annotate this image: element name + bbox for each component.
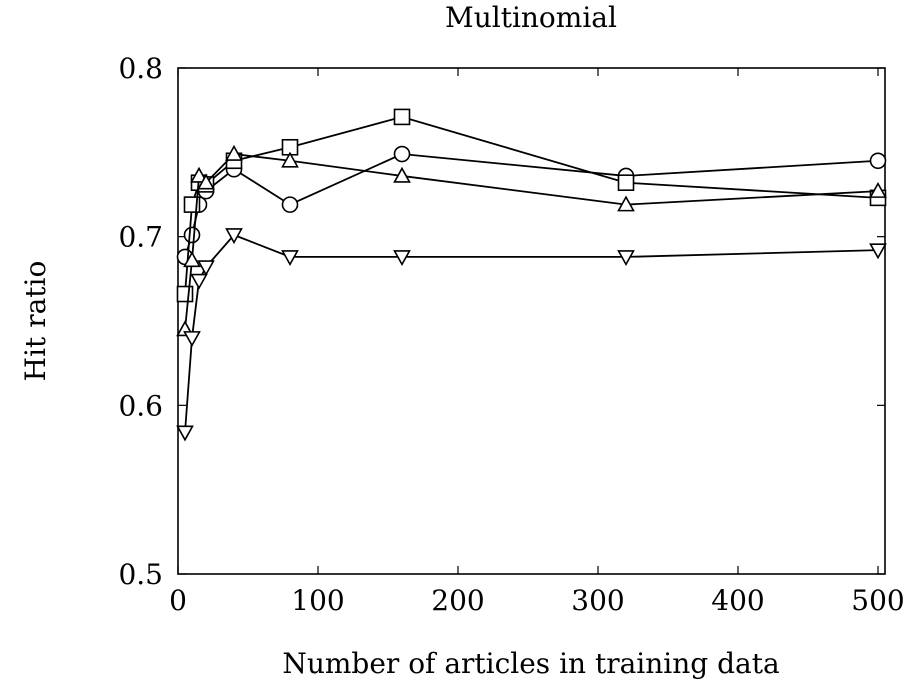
x-tick-label: 400 [711, 584, 764, 617]
series-line-triangle-up [184, 153, 879, 330]
data-point-triangle-down [869, 243, 887, 260]
data-point-circle [183, 226, 201, 244]
data-point-triangle-up [617, 195, 635, 212]
x-axis-label: Number of articles in training data [282, 647, 779, 680]
x-tick-label: 100 [291, 584, 344, 617]
data-point-triangle-up [281, 151, 299, 168]
chart-title: Multinomial [445, 1, 617, 34]
data-point-triangle-down [197, 260, 215, 277]
y-tick-label: 0.7 [118, 221, 163, 254]
series-triangle-up [176, 144, 887, 337]
plot-frame [177, 67, 886, 575]
data-point-triangle-up [869, 181, 887, 198]
data-point-triangle-up [393, 166, 411, 183]
data-point-triangle-up [183, 251, 201, 268]
data-point-triangle-up [190, 166, 208, 183]
y-tick-label: 0.8 [118, 52, 163, 85]
x-tick-label: 500 [851, 584, 904, 617]
data-point-square [617, 174, 635, 191]
y-axis-label: Hit ratio [19, 261, 52, 382]
axis-ticks [177, 67, 885, 575]
data-point-triangle-down [617, 250, 635, 267]
series-triangle-down [176, 228, 887, 442]
data-point-circle [869, 152, 887, 170]
series-line-triangle-down [184, 233, 879, 433]
data-point-square [176, 285, 194, 303]
data-point-triangle-down [225, 228, 243, 245]
y-tick-label: 0.6 [118, 389, 163, 422]
data-point-triangle-down [183, 331, 201, 348]
data-point-square [393, 108, 411, 126]
data-point-triangle-down [281, 250, 299, 267]
x-tick-label: 300 [571, 584, 624, 617]
data-point-circle [393, 145, 411, 163]
data-point-triangle-down [190, 273, 208, 290]
series-layer [176, 108, 887, 442]
data-point-triangle-down [393, 250, 411, 267]
y-tick-label: 0.5 [118, 558, 163, 591]
data-point-triangle-up [225, 144, 243, 161]
x-tick-label: 200 [431, 584, 484, 617]
data-point-triangle-up [197, 173, 215, 190]
x-tick-label: 0 [169, 584, 187, 617]
axis-tick-labels: 0 100 200 300 400 500 0.5 0.6 0.7 0.8 [118, 52, 904, 617]
data-point-circle [281, 196, 299, 213]
data-point-triangle-down [176, 425, 194, 442]
